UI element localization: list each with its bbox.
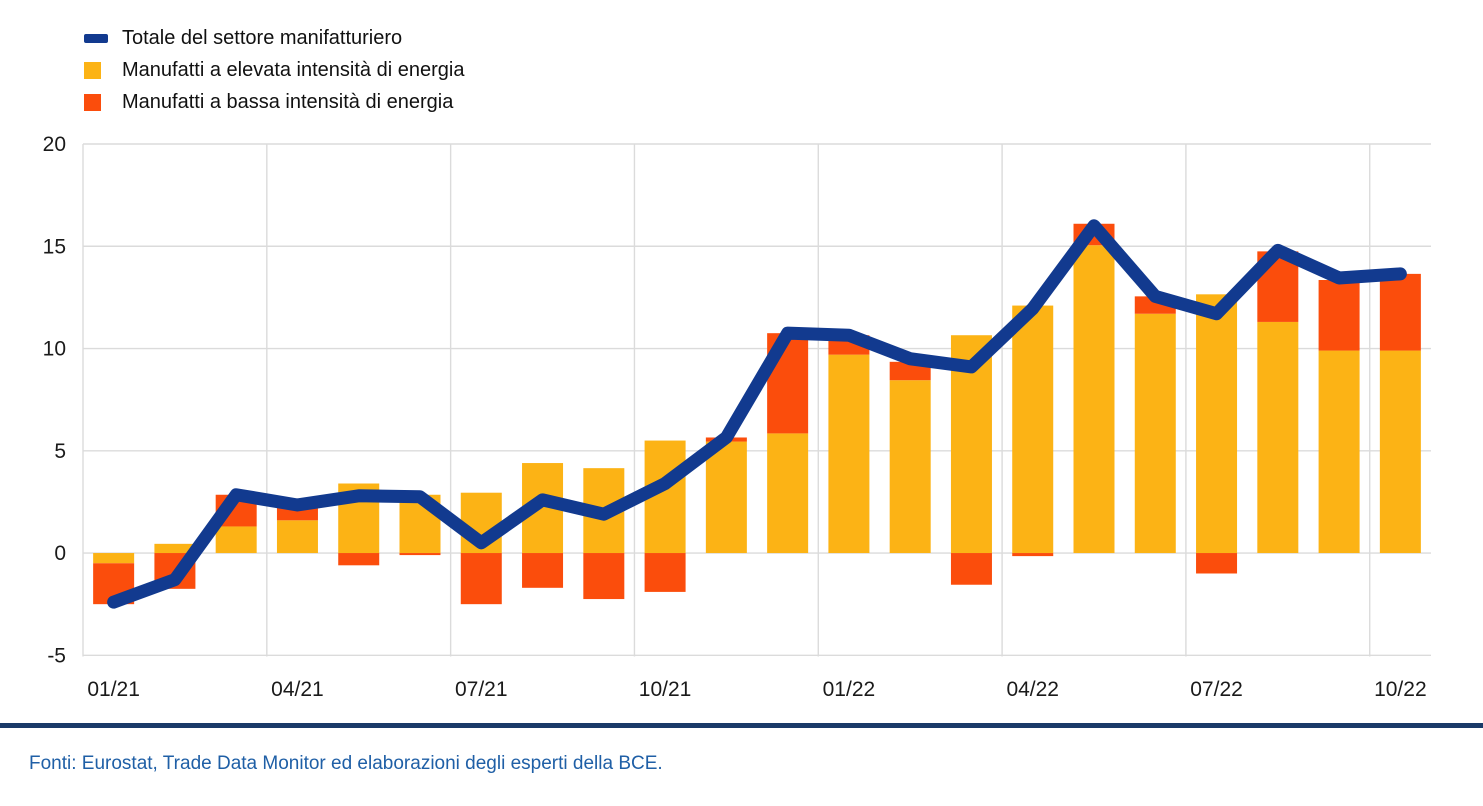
bar-segment-high-intensity — [1196, 294, 1238, 554]
bar-segment-low-intensity — [644, 553, 686, 592]
bar-segment-low-intensity — [460, 553, 502, 605]
x-tick-label: 07/21 — [455, 678, 508, 701]
bar-segment-high-intensity — [93, 553, 135, 564]
bar-segment-high-intensity — [215, 526, 257, 554]
x-tick-label: 01/22 — [823, 678, 876, 701]
legend-box-swatch-low — [84, 93, 122, 111]
bar-segment-high-intensity — [1073, 245, 1115, 554]
legend-label-low-intensity: Manufatti a bassa intensità di energia — [122, 90, 454, 113]
x-tick-label: 07/22 — [1190, 678, 1243, 701]
legend-box-swatch-high — [84, 61, 122, 79]
legend-line-swatch — [84, 33, 122, 43]
bar-segment-low-intensity — [583, 553, 625, 600]
source-note: Fonti: Eurostat, Trade Data Monitor ed e… — [29, 753, 663, 774]
y-tick-label: 10 — [43, 338, 66, 361]
x-tick-label: 04/22 — [1006, 678, 1059, 701]
total-line — [107, 219, 1407, 609]
bar-segment-low-intensity — [1379, 273, 1421, 351]
chart-legend: Totale del settore manifatturiero Manufa… — [84, 22, 464, 118]
bar-segment-low-intensity — [276, 507, 318, 521]
bar-segment-high-intensity — [1379, 350, 1421, 554]
bar-segment-high-intensity — [1318, 350, 1360, 554]
bar-segment-low-intensity — [1196, 553, 1238, 574]
bar-segment-high-intensity — [276, 520, 318, 554]
stacked-bar-line-chart: -5 0 5 10 15 20 01/21 04/21 07/21 10/21 01/22 04/22… — [43, 133, 1431, 701]
legend-label-high-intensity: Manufatti a elevata intensità di energia — [122, 58, 465, 81]
footer-divider — [0, 723, 1483, 728]
bar-segment-high-intensity — [889, 380, 931, 554]
x-tick-label: 01/21 — [87, 678, 140, 701]
legend-label-total: Totale del settore manifatturiero — [122, 26, 403, 49]
bar-segment-high-intensity — [705, 441, 747, 554]
x-tick-label: 10/22 — [1374, 678, 1427, 701]
bar-segment-high-intensity — [154, 543, 196, 554]
y-tick-label: -5 — [47, 644, 66, 667]
bar-segment-high-intensity — [767, 433, 809, 554]
legend-item-total: Totale del settore manifatturiero — [84, 22, 464, 54]
bar-segment-low-intensity — [1318, 280, 1360, 351]
y-tick-label: 15 — [43, 235, 66, 258]
bar-segment-high-intensity — [1134, 313, 1176, 554]
bar-segment-high-intensity — [1257, 321, 1299, 554]
x-tick-label: 10/21 — [639, 678, 692, 701]
x-tick-label: 04/21 — [271, 678, 324, 701]
bar-segment-low-intensity — [950, 553, 992, 585]
y-tick-label: 20 — [43, 133, 66, 156]
bar-segment-high-intensity — [828, 354, 870, 554]
bar-segment-high-intensity — [1012, 305, 1054, 554]
bar-segment-low-intensity — [338, 553, 380, 566]
legend-item-low-intensity: Manufatti a bassa intensità di energia — [84, 86, 464, 118]
y-tick-label: 0 — [54, 542, 66, 565]
legend-item-high-intensity: Manufatti a elevata intensità di energia — [84, 54, 464, 86]
bar-segment-low-intensity — [522, 553, 564, 588]
bar-segment-low-intensity — [399, 553, 441, 556]
y-tick-label: 5 — [54, 440, 66, 463]
bar-segment-low-intensity — [1012, 553, 1054, 557]
